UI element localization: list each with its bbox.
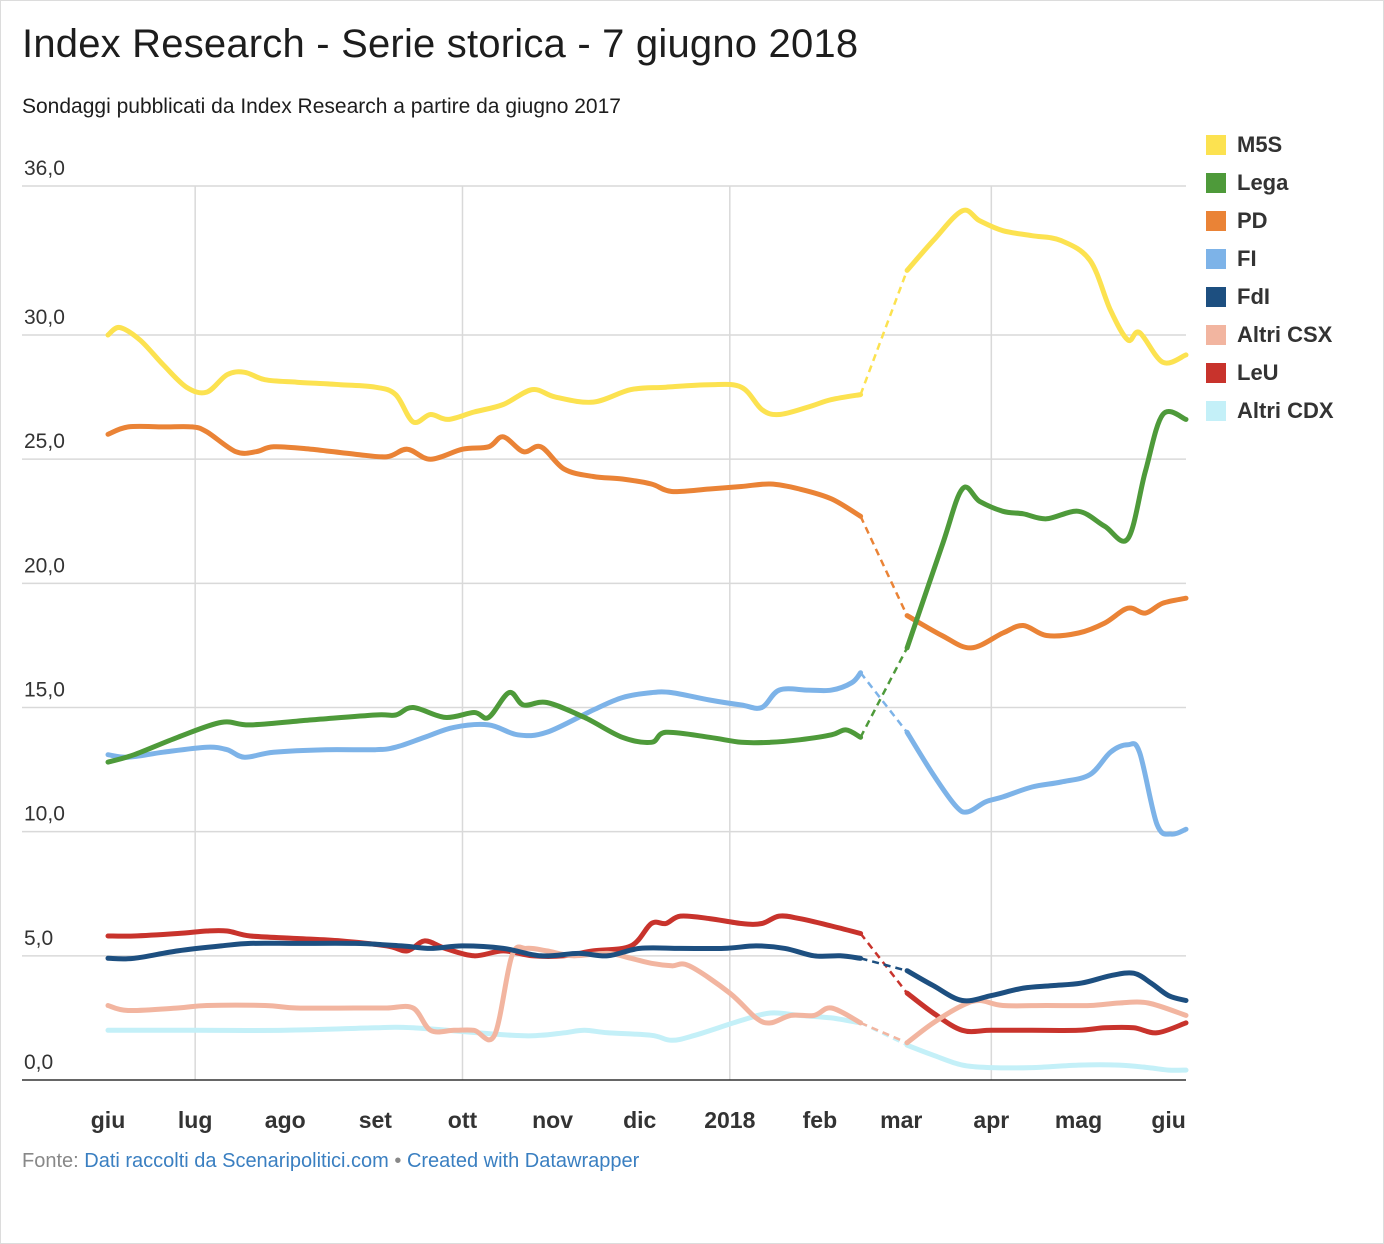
series-line-pd (904, 595, 1189, 651)
series-gap-leu (859, 932, 909, 994)
legend-item-altri-csx: Altri CSX (1206, 316, 1334, 354)
x-tick-label: feb (803, 1107, 838, 1133)
series-line-fdi (904, 968, 1189, 1004)
series-gap-pd (859, 515, 909, 617)
series-line-leu (904, 990, 1189, 1036)
x-tick-label: nov (532, 1107, 573, 1133)
footer-prefix: Fonte: (22, 1150, 85, 1172)
series-gap-lega (859, 647, 909, 738)
legend-label: M5S (1237, 132, 1283, 157)
y-tick-label: 36,0 (24, 157, 65, 180)
series-line-fi (105, 670, 864, 760)
legend-swatch (1206, 401, 1226, 421)
legend-label: LeU (1237, 360, 1279, 385)
series-gap-fi (859, 671, 909, 734)
series-line-m5s (105, 324, 864, 426)
legend-swatch (1206, 211, 1226, 231)
y-tick-label: 10,0 (24, 803, 65, 826)
series-line-altri-cdx (904, 1042, 1189, 1073)
y-tick-label: 25,0 (24, 430, 65, 453)
series-line-altri-csx (904, 998, 1189, 1046)
legend-item-fi: FI (1206, 240, 1334, 278)
legend-swatch (1206, 325, 1226, 345)
series-gap-altri-csx (860, 1021, 908, 1044)
chart-subtitle: Sondaggi pubblicati da Index Research a … (22, 95, 621, 118)
legend-item-m5s: M5S (1206, 126, 1334, 164)
legend-swatch (1206, 287, 1226, 307)
footer-separator: • (388, 1150, 407, 1172)
series-line-m5s (904, 207, 1189, 366)
credit-link[interactable]: Created with Datawrapper (406, 1150, 640, 1172)
legend-item-altri-cdx: Altri CDX (1206, 392, 1334, 430)
y-tick-label: 5,0 (24, 927, 53, 950)
x-tick-label: mar (880, 1107, 922, 1133)
y-tick-label: 30,0 (24, 306, 65, 329)
x-tick-label: giu (91, 1107, 126, 1133)
legend-label: FI (1237, 246, 1257, 271)
legend: M5S Lega PD FI FdI Altri CSX LeU Altri CDX (1206, 126, 1334, 430)
legend-item-leu: LeU (1206, 354, 1334, 392)
x-tick-label: 2018 (704, 1107, 755, 1133)
legend-label: Altri CDX (1237, 398, 1334, 423)
series-line-leu (105, 913, 864, 959)
series-line-altri-cdx (105, 1010, 864, 1043)
x-tick-label: set (359, 1107, 393, 1133)
chart-title: Index Research - Serie storica - 7 giugn… (22, 22, 859, 66)
x-tick-label: giu (1151, 1107, 1186, 1133)
series-line-altri-csx (105, 944, 864, 1043)
series-line-fdi (105, 940, 864, 962)
series-line-pd (105, 423, 864, 519)
legend-label: Altri CSX (1237, 322, 1333, 347)
legend-item-fdi: FdI (1206, 278, 1334, 316)
y-tick-label: 20,0 (24, 554, 65, 577)
x-tick-label: apr (973, 1107, 1009, 1133)
y-tick-label: 0,0 (24, 1051, 53, 1074)
source-link[interactable]: Dati raccolti da Scenaripolitici.com (84, 1150, 389, 1172)
x-tick-label: mag (1055, 1107, 1102, 1133)
legend-swatch (1206, 135, 1226, 155)
legend-swatch (1206, 363, 1226, 383)
x-tick-label: ott (448, 1107, 478, 1133)
legend-swatch (1206, 173, 1226, 193)
legend-label: PD (1237, 208, 1268, 233)
legend-item-lega: Lega (1206, 164, 1334, 202)
legend-item-pd: PD (1206, 202, 1334, 240)
series-line-lega (904, 409, 1189, 651)
x-tick-label: ago (265, 1107, 306, 1133)
legend-label: FdI (1237, 284, 1270, 309)
x-tick-label: dic (623, 1107, 656, 1133)
x-tick-label: lug (178, 1107, 213, 1133)
footer: Fonte: Dati raccolti da Scenaripolitici.… (22, 1150, 639, 1173)
series-line-lega (105, 689, 864, 765)
legend-label: Lega (1237, 170, 1289, 195)
series-gap-m5s (859, 269, 909, 396)
legend-swatch (1206, 249, 1226, 269)
series-line-fi (904, 729, 1189, 837)
series-gap-fdi (860, 957, 908, 972)
y-tick-label: 15,0 (24, 679, 65, 702)
